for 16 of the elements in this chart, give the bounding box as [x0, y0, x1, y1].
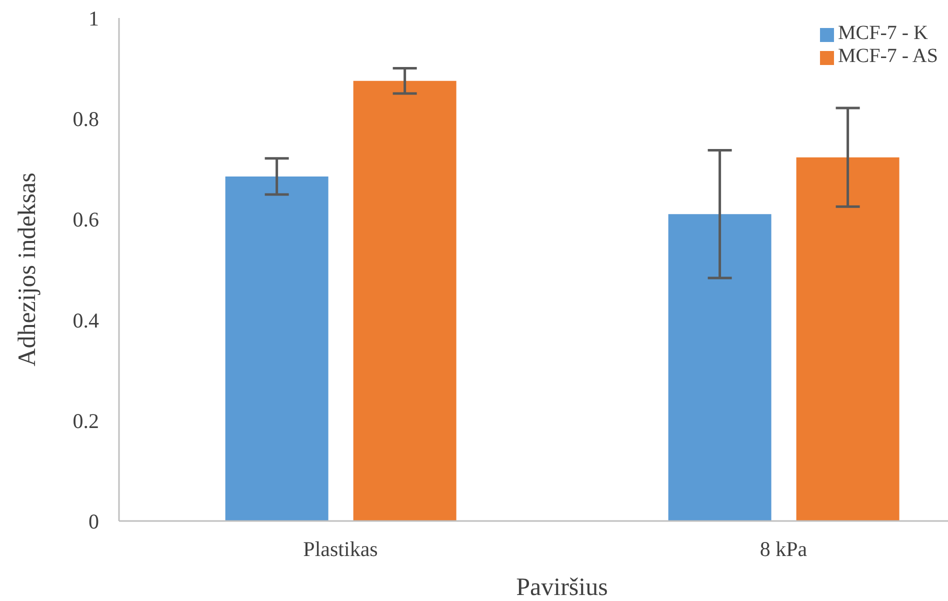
x-tick-label: Plastikas — [303, 536, 378, 561]
y-tick-label: 0.2 — [72, 408, 99, 433]
bar — [353, 80, 456, 521]
y-axis-title: Adhezijos indeksas — [14, 172, 41, 366]
x-axis-title: Paviršius — [516, 574, 608, 601]
y-tick-label: 0.4 — [72, 308, 100, 332]
legend-label: MCF-7 - AS — [838, 45, 938, 67]
y-tick-label: 0.6 — [72, 208, 99, 232]
y-tick-label: 0 — [88, 509, 99, 534]
y-tick-label: 1 — [88, 6, 99, 30]
bar — [668, 214, 772, 521]
bar — [225, 176, 328, 521]
x-tick-label: 8 kPa — [760, 536, 808, 561]
legend-label: MCF-7 - K — [838, 22, 928, 44]
bar — [796, 157, 900, 521]
y-tick-label: 0.8 — [72, 107, 99, 132]
